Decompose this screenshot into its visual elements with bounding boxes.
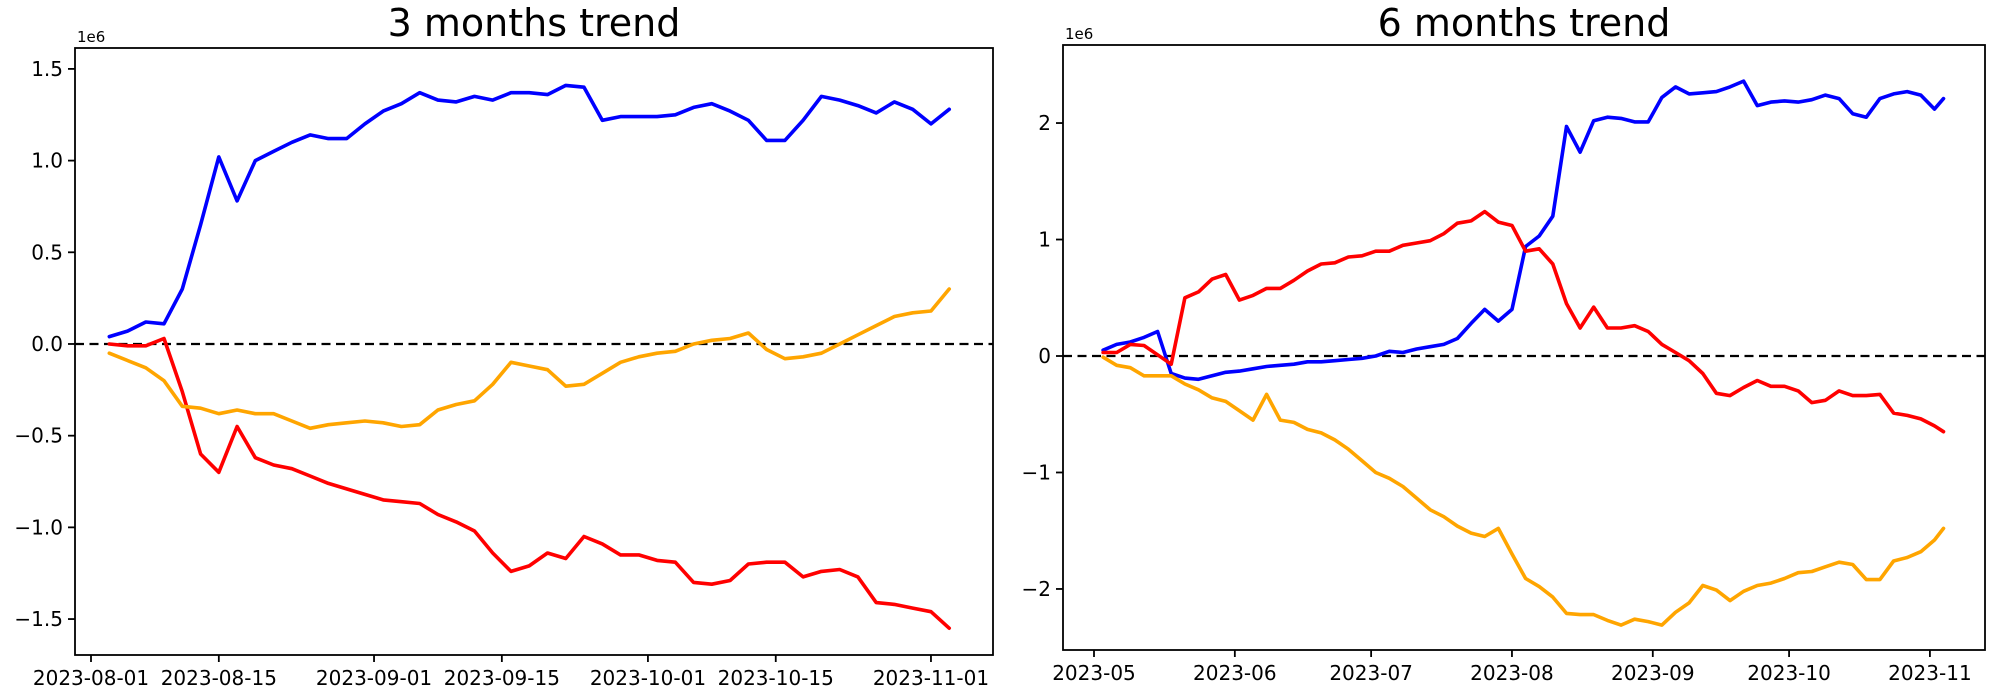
plot-area: 2023-05 2023-06 2023-07 2023-08 2023-09 2023-…	[1022, 44, 1986, 685]
axes-spines	[1062, 44, 1986, 651]
x-tick-label: 2023-10-15	[718, 666, 834, 690]
series-line-red	[107, 336, 952, 631]
x-tick-label: 2023-07	[1329, 661, 1413, 685]
series-line-blue	[1101, 79, 1946, 382]
y-tick-label: 0.0	[31, 332, 63, 356]
x-tick-label: 2023-09-15	[444, 666, 560, 690]
series-line-orange	[1101, 355, 1946, 627]
chart-title: 6 months trend	[1378, 1, 1671, 45]
x-tick-label: 2023-08	[1470, 661, 1554, 685]
y-tick-label: −1.5	[14, 607, 63, 631]
plot-area: 2023-08-01 2023-08-15 2023-09-01 2023-09-15…	[14, 47, 994, 690]
x-tick-label: 2023-11	[1888, 661, 1972, 685]
y-tick-label: 2	[1038, 111, 1051, 135]
x-tick-label: 2023-10	[1747, 661, 1831, 685]
chart-3-months-trend: 3 months trend 1e6 2023-08-01 2023-08-15 2…	[14, 1, 994, 690]
x-tick-label: 2023-09	[1611, 661, 1695, 685]
x-tick-label: 2023-10-01	[590, 666, 706, 690]
series-line-blue	[107, 83, 952, 339]
y-tick-label: −0.5	[14, 424, 63, 448]
x-tick-label: 2023-06	[1193, 661, 1277, 685]
y-tick-label: −1.0	[14, 515, 63, 539]
y-tick-label: −2	[1022, 577, 1051, 601]
y-tick-label: −1	[1022, 460, 1051, 484]
chart-title: 3 months trend	[388, 1, 681, 45]
x-tick-label: 2023-08-15	[161, 666, 277, 690]
y-axis-offset-label: 1e6	[1065, 25, 1093, 43]
x-tick-label: 2023-05	[1052, 661, 1136, 685]
series-line-red	[1101, 209, 1946, 434]
y-tick-label: 0.5	[31, 240, 63, 264]
x-tick-label: 2023-09-01	[316, 666, 432, 690]
y-tick-label: 0	[1038, 344, 1051, 368]
x-tick-label: 2023-08-01	[33, 666, 149, 690]
y-tick-label: 1	[1038, 228, 1051, 252]
y-axis-offset-label: 1e6	[77, 28, 105, 46]
chart-6-months-trend: 6 months trend 1e6 2023-05 2023-06 2023-07…	[1022, 1, 1986, 685]
y-tick-label: 1.5	[31, 57, 63, 81]
y-tick-label: 1.0	[31, 149, 63, 173]
series-line-orange	[107, 287, 952, 431]
x-tick-label: 2023-11-01	[873, 666, 989, 690]
axes-spines	[74, 47, 994, 656]
